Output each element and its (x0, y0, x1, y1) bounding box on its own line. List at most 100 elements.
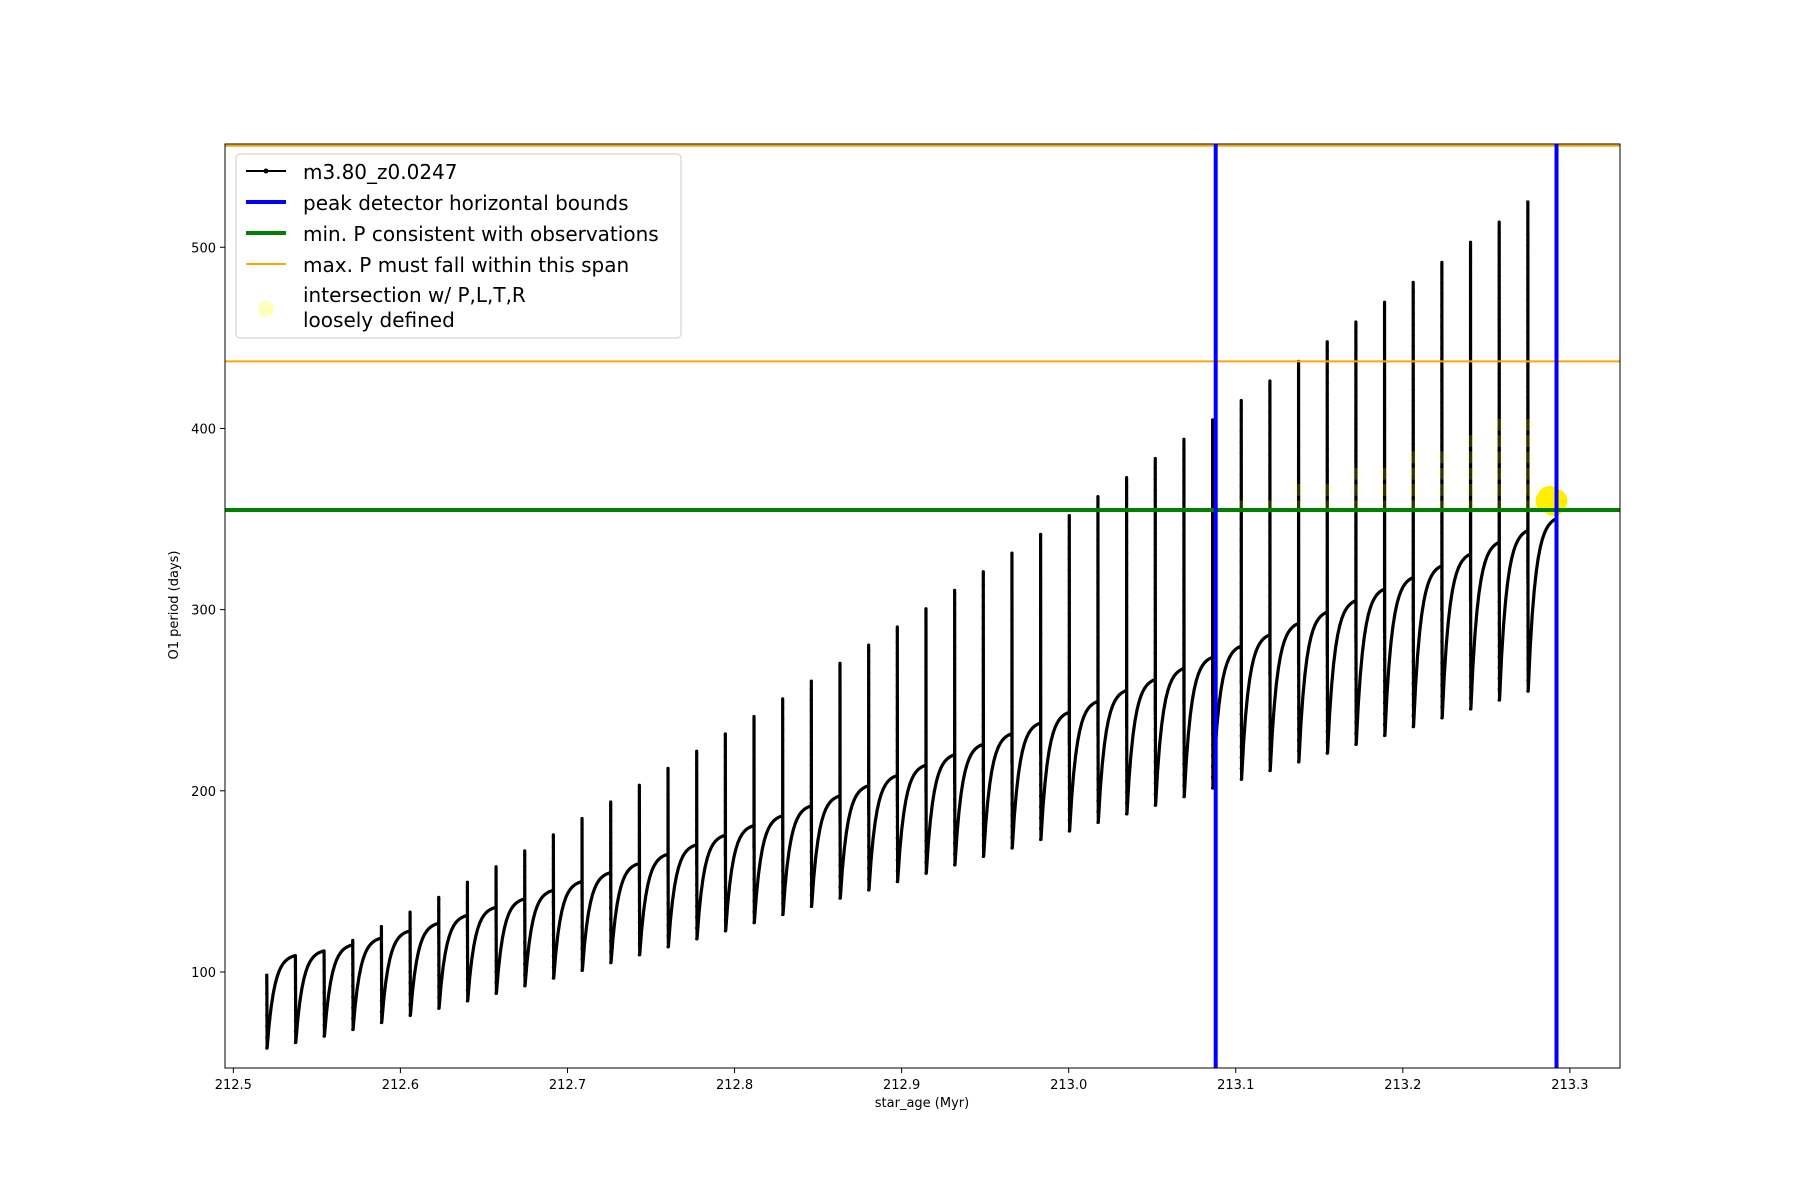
series-marker (1153, 607, 1157, 612)
series-marker (1382, 701, 1387, 705)
series-marker (523, 908, 527, 912)
series-marker (1526, 559, 1530, 563)
series-marker (895, 651, 899, 655)
legend-box (235, 153, 682, 339)
intersection-point (1407, 451, 1420, 464)
series-marker (1354, 677, 1358, 681)
series-marker (609, 917, 613, 921)
series-marker (1468, 283, 1473, 287)
series-marker (1182, 479, 1186, 483)
series-marker (379, 966, 384, 970)
series-marker (1526, 472, 1530, 476)
series-marker (867, 681, 871, 685)
series-marker (723, 874, 727, 879)
series-marker (809, 828, 813, 832)
x-tick-label: 212.7 (549, 1078, 586, 1093)
series-marker (1182, 577, 1186, 581)
series-marker (293, 1008, 298, 1012)
series-marker (1010, 596, 1014, 600)
series-marker (1497, 437, 1501, 441)
series-marker (1468, 620, 1473, 624)
series-marker (809, 752, 813, 756)
series-marker (1124, 594, 1129, 599)
series-marker (1039, 696, 1043, 700)
series-marker (1039, 750, 1043, 755)
series-marker (1354, 503, 1358, 507)
series-marker (1039, 761, 1043, 765)
series-marker (895, 716, 899, 721)
series-marker (551, 856, 555, 861)
series-marker (637, 822, 641, 826)
series-marker (666, 901, 670, 905)
series-marker (695, 915, 699, 919)
series-marker (1468, 402, 1473, 407)
series-marker (1354, 579, 1358, 583)
series-marker (981, 637, 985, 641)
series-marker (867, 833, 871, 838)
series-marker (981, 713, 985, 717)
series-marker (924, 871, 928, 875)
series-marker (1325, 588, 1329, 592)
series-marker (551, 878, 555, 882)
series-marker (1526, 591, 1530, 595)
series-marker (1182, 795, 1186, 799)
series-marker (1067, 818, 1071, 822)
series-marker (1440, 444, 1444, 448)
series-marker (1382, 342, 1387, 346)
series-marker (1468, 566, 1473, 570)
series-marker (1411, 485, 1415, 490)
series-marker (580, 881, 584, 886)
series-marker (1010, 552, 1014, 557)
series-marker (1010, 683, 1014, 687)
series-marker (895, 738, 899, 742)
series-marker (1210, 666, 1215, 670)
series-marker (265, 981, 269, 985)
series-marker (1296, 651, 1301, 655)
series-marker (1526, 450, 1530, 454)
series-marker (1182, 773, 1186, 777)
series-marker (953, 776, 957, 780)
series-marker (723, 798, 727, 802)
series-marker (723, 896, 727, 900)
series-marker (981, 626, 985, 630)
series-marker (1354, 547, 1358, 551)
series-marker (1526, 232, 1530, 237)
series-marker (752, 725, 756, 729)
series-marker (1440, 390, 1444, 394)
series-marker (781, 815, 785, 819)
series-marker (981, 811, 985, 815)
series-marker (1382, 418, 1387, 422)
series-marker (1268, 605, 1272, 610)
series-marker (781, 880, 785, 884)
series-marker (408, 926, 412, 931)
series-marker (1067, 742, 1071, 746)
series-marker (1526, 439, 1530, 443)
series-marker (1296, 608, 1301, 612)
series-marker (1526, 428, 1530, 432)
series-marker (1526, 635, 1530, 639)
series-marker (1325, 697, 1329, 701)
series-marker (1411, 594, 1415, 598)
series-marker (695, 763, 699, 767)
series-marker (322, 1012, 326, 1017)
series-marker (895, 695, 899, 699)
series-marker (981, 843, 985, 848)
series-marker (1039, 685, 1043, 689)
series-marker (637, 931, 641, 935)
series-marker (1210, 655, 1215, 660)
series-marker (981, 746, 985, 750)
series-marker (1010, 792, 1014, 796)
series-marker (1096, 559, 1100, 564)
y-tick-label: 400 (191, 422, 216, 437)
series-marker (1526, 406, 1530, 411)
series-marker (1039, 827, 1043, 831)
intersection-point (1521, 467, 1534, 480)
series-marker (1296, 564, 1301, 568)
x-axis-label: star_age (Myr) (875, 1096, 969, 1111)
legend-label-min-p: min. P consistent with observations (303, 222, 659, 246)
intersection-point (1521, 435, 1534, 448)
series-marker (695, 904, 699, 908)
series-marker (1067, 764, 1071, 768)
series-marker (1096, 820, 1100, 825)
